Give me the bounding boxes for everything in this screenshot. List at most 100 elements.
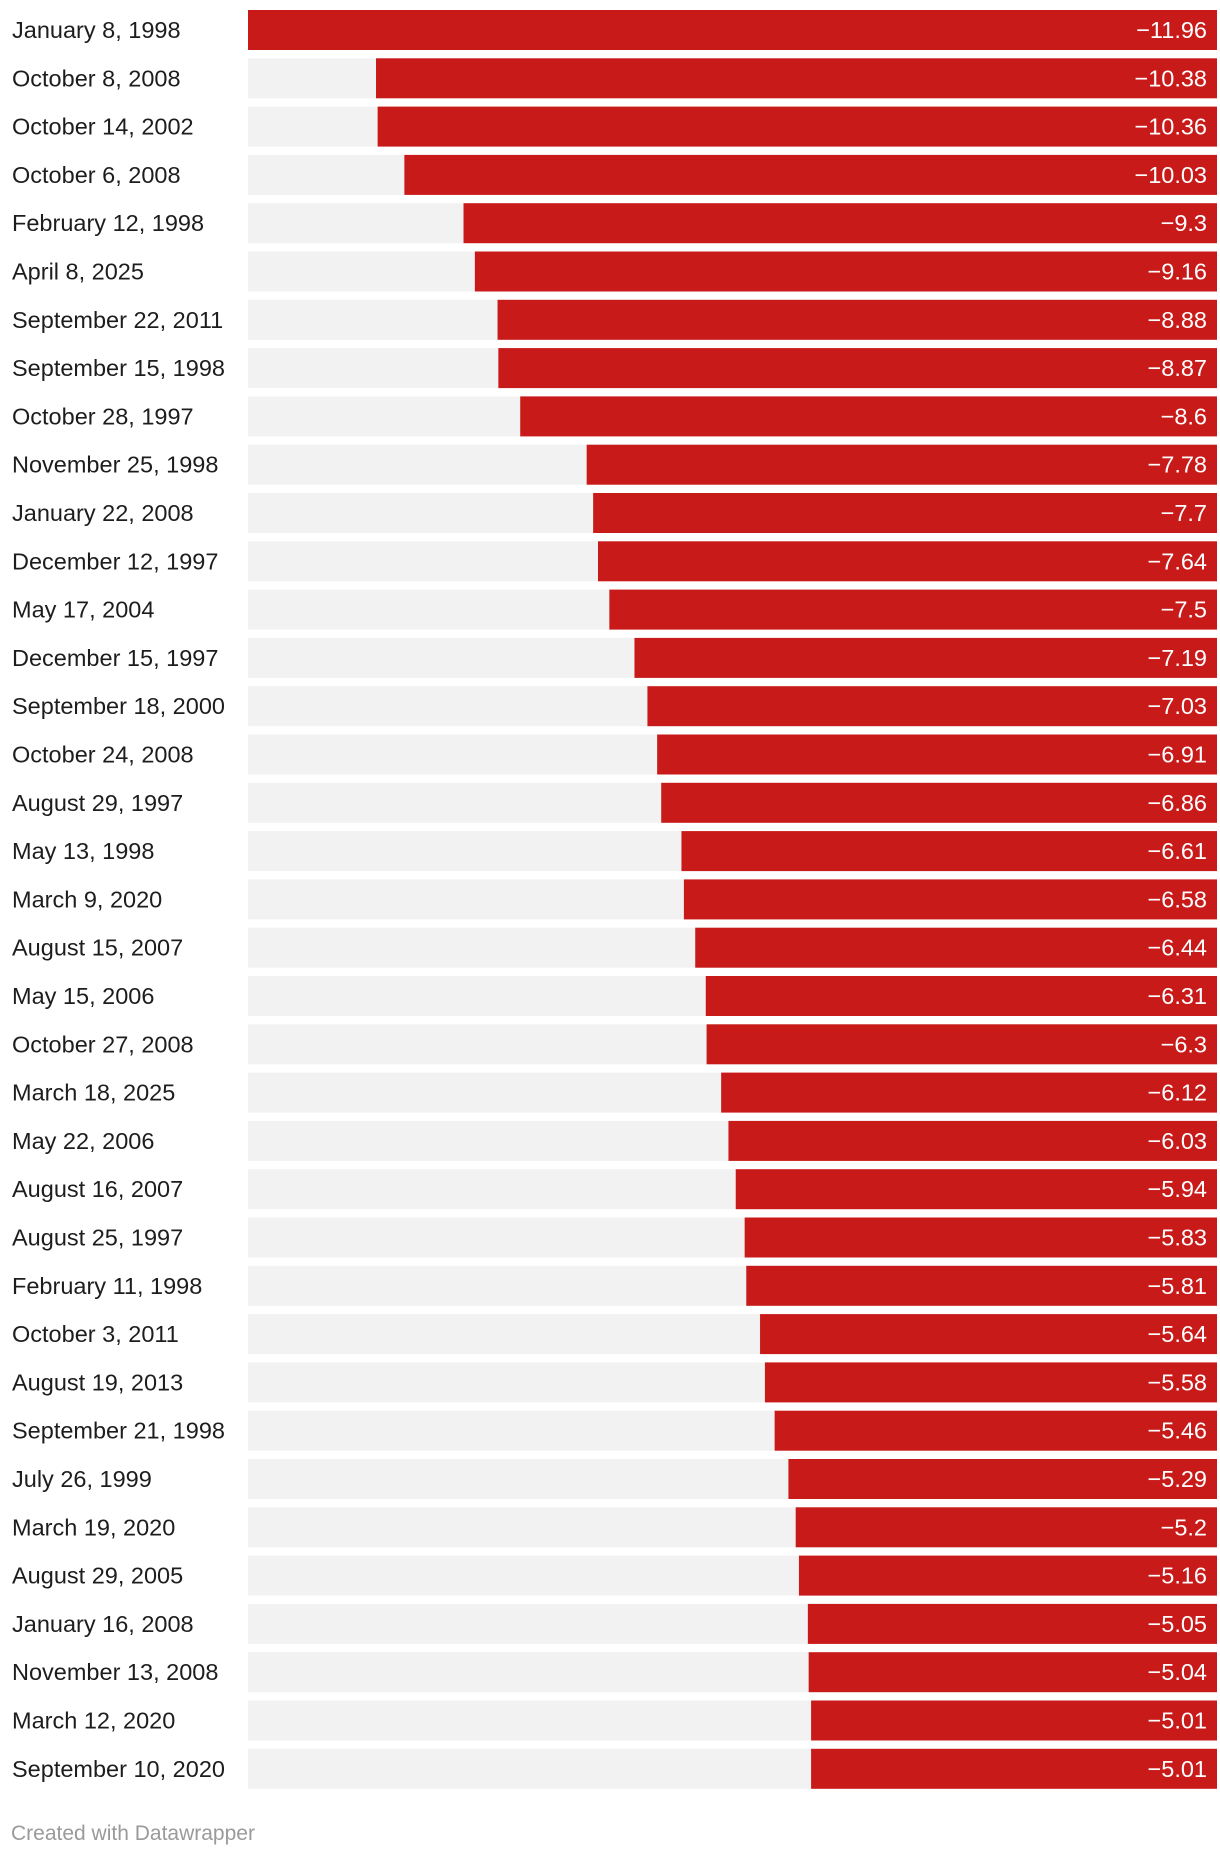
- value-label: −7.64: [1148, 548, 1207, 574]
- category-label: October 3, 2011: [12, 1321, 179, 1347]
- bar: [735, 1169, 1217, 1210]
- bar: [798, 1555, 1217, 1596]
- bar: [744, 1217, 1217, 1258]
- bar: [728, 1120, 1217, 1161]
- bar: [463, 203, 1217, 244]
- value-label: −7.03: [1148, 693, 1207, 719]
- category-label: October 14, 2002: [12, 114, 194, 140]
- value-label: −6.86: [1148, 790, 1207, 816]
- category-label: September 15, 1998: [12, 355, 225, 381]
- value-label: −6.03: [1148, 1128, 1207, 1154]
- category-label: October 8, 2008: [12, 65, 181, 91]
- category-label: March 9, 2020: [12, 886, 162, 912]
- value-label: −5.64: [1148, 1321, 1207, 1347]
- value-label: −7.5: [1161, 597, 1207, 623]
- category-label: February 11, 1998: [12, 1273, 202, 1299]
- bar: [807, 1603, 1217, 1644]
- value-label: −5.58: [1148, 1369, 1207, 1395]
- category-label: September 10, 2020: [12, 1756, 225, 1782]
- bar: [377, 106, 1218, 147]
- value-label: −9.3: [1161, 210, 1207, 236]
- category-label: January 16, 2008: [12, 1611, 194, 1637]
- category-label: November 13, 2008: [12, 1659, 218, 1685]
- bar: [760, 1314, 1217, 1355]
- value-label: −10.03: [1134, 162, 1207, 188]
- category-label: September 18, 2000: [12, 693, 225, 719]
- value-label: −5.83: [1148, 1225, 1207, 1251]
- category-label: August 19, 2013: [12, 1369, 183, 1395]
- value-label: −5.01: [1148, 1708, 1207, 1734]
- bar: [795, 1507, 1217, 1548]
- bar: [764, 1362, 1217, 1403]
- bar: [811, 1700, 1217, 1741]
- bar: [609, 589, 1217, 630]
- category-label: October 27, 2008: [12, 1031, 194, 1057]
- value-label: −8.88: [1148, 307, 1207, 333]
- category-label: January 8, 1998: [12, 17, 181, 43]
- value-label: −6.31: [1148, 983, 1207, 1009]
- bar: [593, 493, 1217, 533]
- value-label: −6.44: [1148, 935, 1207, 961]
- category-label: May 22, 2006: [12, 1128, 154, 1154]
- value-label: −6.91: [1148, 742, 1207, 768]
- category-label: April 8, 2025: [12, 259, 144, 285]
- bar: [248, 10, 1217, 50]
- value-label: −7.7: [1161, 500, 1207, 526]
- bar: [808, 1652, 1217, 1693]
- bar: [683, 879, 1217, 920]
- value-label: −7.78: [1148, 452, 1207, 478]
- bar: [520, 396, 1217, 437]
- bar: [647, 686, 1217, 727]
- value-label: −6.12: [1148, 1080, 1207, 1106]
- bar: [634, 637, 1217, 678]
- bar: [774, 1410, 1217, 1451]
- value-label: −9.16: [1148, 259, 1207, 285]
- category-label: October 28, 1997: [12, 403, 194, 429]
- value-label: −10.36: [1134, 114, 1207, 140]
- bar: [657, 734, 1217, 775]
- value-label: −5.94: [1148, 1176, 1207, 1202]
- category-label: August 16, 2007: [12, 1176, 183, 1202]
- bar: [706, 1024, 1217, 1065]
- value-label: −5.2: [1161, 1514, 1207, 1540]
- value-label: −6.3: [1161, 1031, 1207, 1057]
- bar: [586, 444, 1217, 485]
- category-label: October 6, 2008: [12, 162, 181, 188]
- value-label: −5.05: [1148, 1611, 1207, 1637]
- category-label: March 19, 2020: [12, 1514, 175, 1540]
- value-label: −6.61: [1148, 838, 1207, 864]
- value-label: −8.87: [1148, 355, 1207, 381]
- value-label: −5.04: [1148, 1659, 1207, 1685]
- value-label: −5.81: [1148, 1273, 1207, 1299]
- bar: [811, 1748, 1217, 1789]
- value-label: −5.29: [1148, 1466, 1207, 1492]
- value-label: −5.16: [1148, 1563, 1207, 1589]
- category-label: August 25, 1997: [12, 1225, 183, 1251]
- category-label: August 29, 2005: [12, 1563, 183, 1589]
- category-label: May 13, 1998: [12, 838, 154, 864]
- category-label: November 25, 1998: [12, 452, 218, 478]
- category-label: May 17, 2004: [12, 597, 154, 623]
- bar: [498, 348, 1217, 389]
- category-label: February 12, 1998: [12, 210, 204, 236]
- value-label: −8.6: [1161, 403, 1207, 429]
- category-label: August 15, 2007: [12, 935, 183, 961]
- category-label: January 22, 2008: [12, 500, 194, 526]
- footer-credit: Created with Datawrapper: [11, 1822, 255, 1845]
- bar: [497, 299, 1217, 340]
- bar: [661, 782, 1217, 823]
- bar: [376, 58, 1217, 99]
- category-label: March 12, 2020: [12, 1708, 175, 1734]
- value-label: −11.96: [1136, 17, 1207, 43]
- bar: [746, 1265, 1217, 1306]
- category-label: May 15, 2006: [12, 983, 154, 1009]
- bar: [721, 1072, 1217, 1113]
- bar: [788, 1459, 1217, 1499]
- category-label: December 15, 1997: [12, 645, 218, 671]
- bar: [474, 251, 1217, 292]
- bar: [681, 831, 1217, 872]
- category-label: December 12, 1997: [12, 548, 218, 574]
- value-label: −7.19: [1148, 645, 1207, 671]
- value-label: −10.38: [1134, 65, 1207, 91]
- category-label: October 24, 2008: [12, 742, 194, 768]
